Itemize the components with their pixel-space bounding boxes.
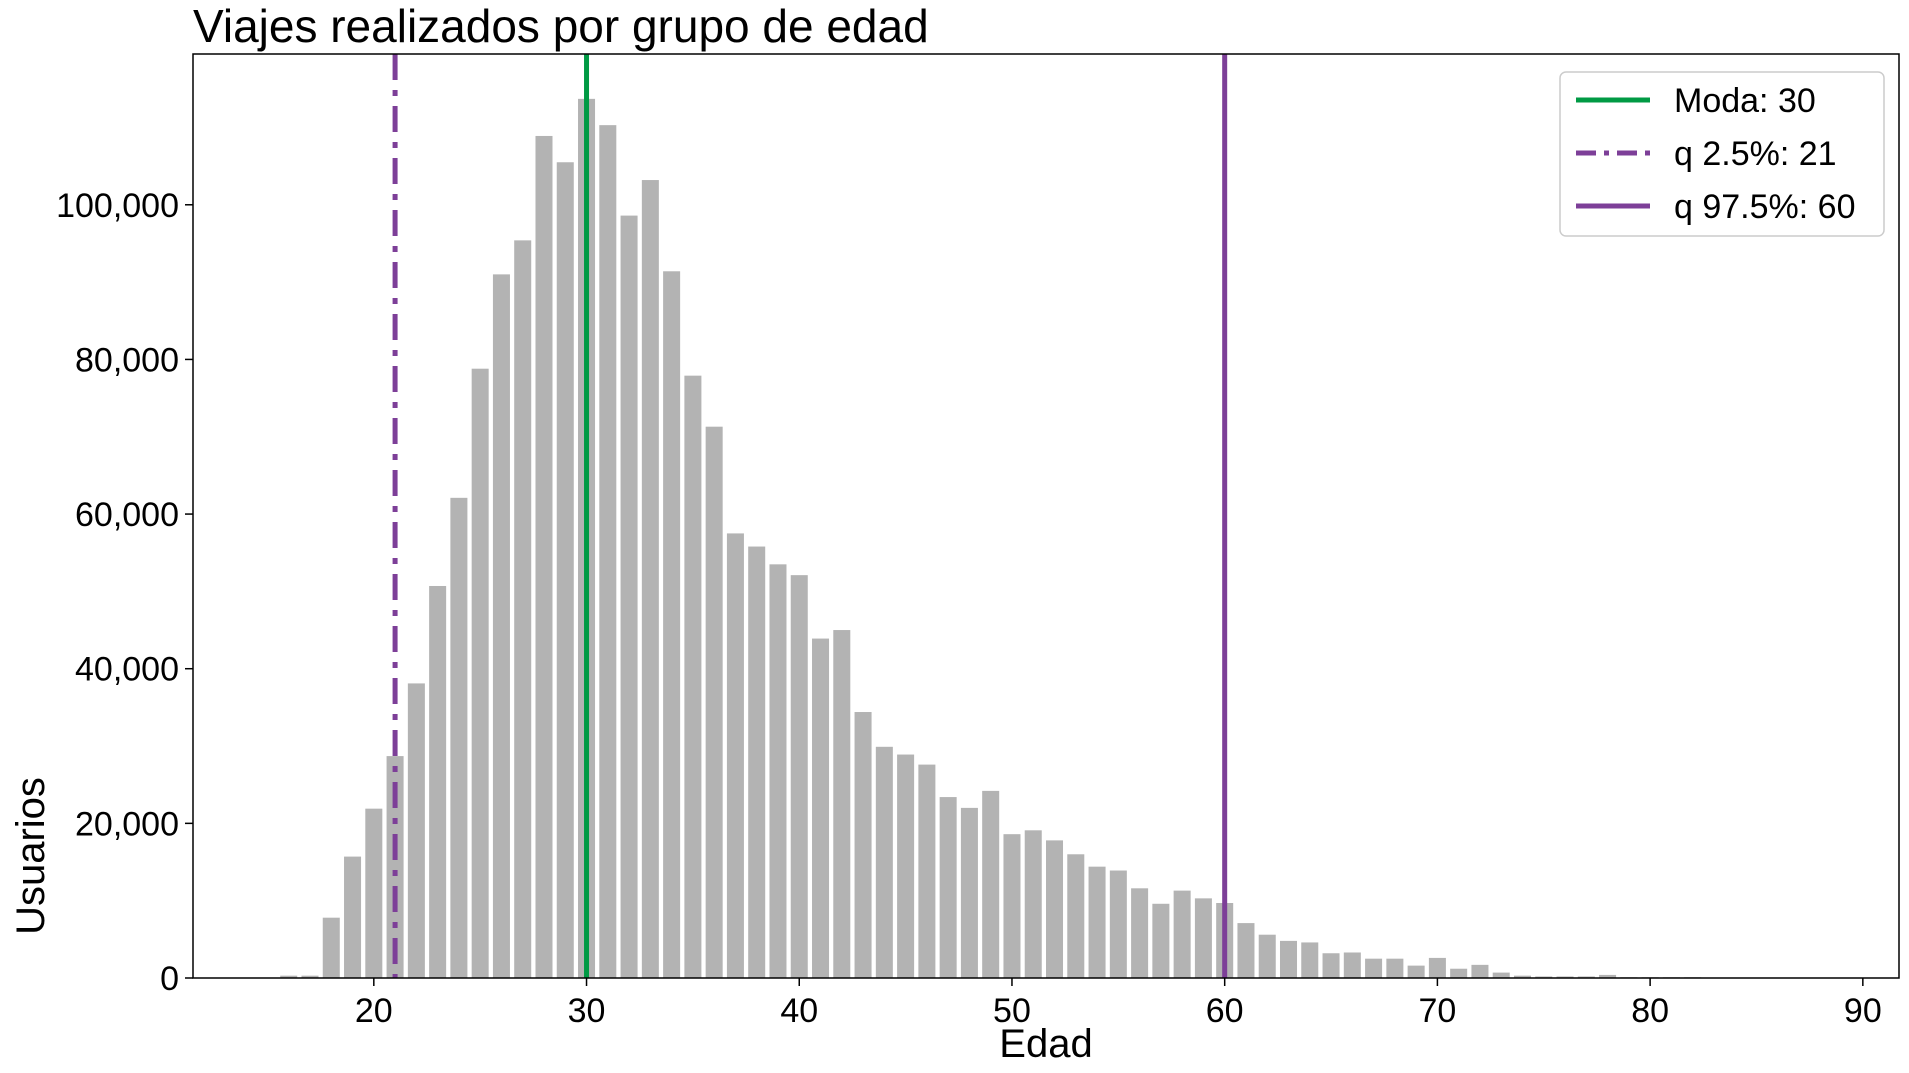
bar-67 [1365,958,1383,978]
bar-23 [429,585,447,978]
bar-55 [1109,870,1127,978]
bar-25 [471,368,489,978]
x-tick-label: 40 [780,992,818,1030]
bar-28 [535,135,553,978]
bar-74 [1513,975,1531,978]
bar-63 [1279,940,1298,978]
bar-52 [1046,840,1064,978]
bar-72 [1471,964,1489,978]
bar-16 [280,975,298,978]
chart-title: Viajes realizados por grupo de edad [193,0,929,52]
x-tick-label: 50 [993,992,1031,1030]
x-axis-title: Edad [999,1022,1092,1066]
bar-19 [344,856,362,978]
bar-41 [812,638,830,978]
y-tick-label: 100,000 [56,187,179,225]
bar-32 [620,215,638,979]
bar-48 [960,807,978,978]
bar-69 [1407,965,1425,978]
bar-77 [1577,976,1595,978]
bar-26 [492,274,510,978]
legend: Moda: 30 q 2.5%: 21 q 97.5%: 60 [1559,71,1885,237]
bar-29 [556,162,574,978]
bar-71 [1450,968,1468,978]
y-tick-label: 80,000 [75,341,179,379]
bar-49 [982,790,1000,978]
reference-lines [392,54,1228,978]
bar-73 [1492,972,1510,978]
bar-20 [365,808,383,978]
bar-50 [1003,834,1021,978]
bar-78 [1599,974,1617,978]
bar-34 [663,271,681,978]
bar-44 [875,746,893,978]
bar-31 [599,125,617,978]
bar-18 [322,917,340,978]
x-tick-label: 90 [1844,992,1882,1030]
bar-40 [790,575,808,978]
bar-57 [1152,903,1170,978]
legend-label-3: q 97.5%: 60 [1674,188,1855,226]
bar-56 [1131,888,1149,978]
bar-75 [1535,976,1553,978]
bar-54 [1088,866,1106,978]
bars [280,98,1702,979]
bar-51 [1024,830,1042,978]
bar-36 [705,426,723,978]
bar-22 [407,683,425,978]
x-tick-label: 60 [1206,992,1244,1030]
bar-45 [897,754,915,978]
bar-27 [514,240,532,979]
x-axis: 20 30 40 50 60 70 80 90 [355,978,1882,1030]
bar-17 [301,975,319,978]
bar-42 [833,630,851,978]
bar-61 [1237,923,1255,978]
bar-39 [769,564,787,978]
bar-64 [1301,942,1319,978]
x-tick-label: 80 [1631,992,1669,1030]
x-tick-label: 70 [1418,992,1456,1030]
bar-38 [748,546,766,978]
bar-24 [450,497,468,978]
bar-35 [684,375,702,978]
plot-frame [192,53,1900,979]
y-tick-label: 0 [160,960,179,998]
y-axis-title: Usuarios [9,777,53,935]
bar-59 [1194,898,1212,978]
bar-58 [1173,890,1191,978]
y-axis: 0 20,000 40,000 60,000 80,000 100,000 [56,187,193,998]
y-tick-label: 40,000 [75,651,179,689]
bar-43 [854,712,872,978]
bar-76 [1556,976,1574,978]
bar-62 [1258,934,1276,978]
bar-68 [1386,958,1404,978]
bar-46 [918,764,936,978]
y-tick-label: 20,000 [75,805,179,843]
bar-21 [386,756,404,978]
legend-label-1: Moda: 30 [1674,82,1816,120]
bar-66 [1343,952,1361,978]
x-tick-label: 20 [355,992,393,1030]
x-tick-label: 30 [568,992,606,1030]
bar-33 [641,180,659,979]
y-tick-label: 60,000 [75,496,179,534]
bar-70 [1428,957,1446,978]
bar-65 [1322,953,1340,978]
legend-frame [1559,71,1885,237]
legend-label-2: q 2.5%: 21 [1674,135,1837,173]
bar-47 [939,797,957,978]
bar-53 [1067,854,1085,978]
bar-37 [726,533,744,978]
